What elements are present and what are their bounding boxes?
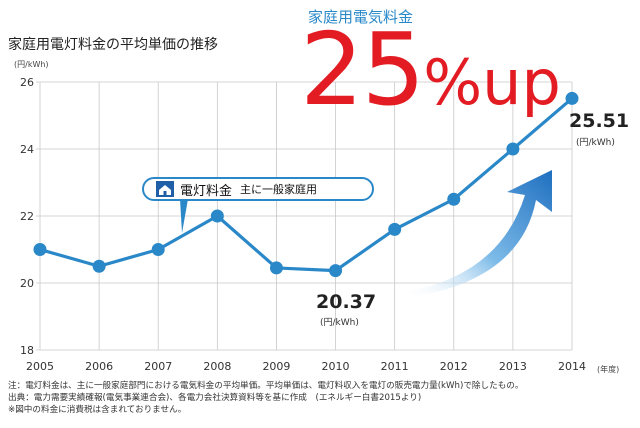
last-value-label: 25.51 bbox=[569, 110, 630, 132]
y-tick-label: 26 bbox=[20, 76, 34, 89]
x-tick-label: 2014 bbox=[558, 360, 586, 373]
chart-title: 家庭用電灯料金の平均単価の推移 bbox=[8, 37, 218, 53]
x-axis-unit: (年度) bbox=[597, 365, 620, 374]
grid bbox=[36, 81, 573, 351]
min-value-unit: (円/kWh) bbox=[320, 318, 359, 328]
y-tick-label: 18 bbox=[20, 344, 34, 357]
growth-arrow bbox=[405, 170, 552, 298]
last-value-unit: (円/kWh) bbox=[576, 138, 615, 148]
y-axis: 18 20 22 24 26 bbox=[20, 76, 34, 357]
x-tick-label: 2010 bbox=[322, 360, 350, 373]
x-axis: 2005 2006 2007 2008 2009 2010 2011 2012 2013 2014 bbox=[26, 360, 586, 373]
legend-pointer bbox=[180, 199, 188, 233]
x-tick-label: 2009 bbox=[262, 360, 290, 373]
data-point bbox=[447, 192, 461, 206]
headline-rest: %up bbox=[423, 46, 561, 119]
data-point bbox=[329, 264, 343, 278]
headline-number: 25 bbox=[300, 11, 425, 128]
y-tick-label: 20 bbox=[20, 277, 34, 290]
data-point bbox=[210, 209, 224, 223]
data-point bbox=[151, 243, 165, 256]
footnotes: 注：電灯料金は、主に一般家庭部門における電気料金の平均単価。平均単価は、電灯料収… bbox=[8, 380, 523, 416]
data-point bbox=[506, 142, 520, 156]
y-axis-unit: (円/kWh) bbox=[14, 60, 49, 69]
kicker-label: 家庭用電気料金 bbox=[308, 8, 414, 26]
data-point bbox=[565, 91, 579, 105]
y-tick-label: 24 bbox=[20, 143, 34, 156]
x-tick-label: 2008 bbox=[203, 360, 231, 373]
series-line bbox=[39, 97, 574, 273]
min-value-label: 20.37 bbox=[316, 291, 377, 313]
footnote-2: 出典：電力需要実績確報(電気事業連合会)、各電力会社決算資料等を基に作成 (エネ… bbox=[8, 393, 422, 403]
legend-label: 電灯料金 bbox=[180, 183, 233, 199]
headline: 25%up bbox=[300, 20, 561, 120]
y-tick-label: 22 bbox=[20, 210, 34, 223]
x-tick-label: 2006 bbox=[85, 360, 113, 373]
data-point bbox=[269, 261, 283, 275]
data-point bbox=[92, 259, 106, 273]
data-point bbox=[33, 243, 47, 256]
legend: 電灯料金 主に一般家庭用 bbox=[142, 177, 374, 201]
legend-sub: 主に一般家庭用 bbox=[240, 183, 318, 196]
house-icon bbox=[156, 181, 174, 197]
data-point bbox=[388, 222, 402, 236]
x-tick-label: 2007 bbox=[144, 360, 172, 373]
footnote-3: ※図中の料金に消費税は含まれておりません。 bbox=[8, 405, 187, 415]
x-tick-label: 2011 bbox=[381, 360, 409, 373]
x-tick-label: 2013 bbox=[499, 360, 527, 373]
x-tick-label: 2005 bbox=[26, 360, 54, 373]
x-tick-label: 2012 bbox=[440, 360, 468, 373]
series bbox=[33, 91, 579, 278]
footnote-1: 注：電灯料金は、主に一般家庭部門における電気料金の平均単価。平均単価は、電灯料収… bbox=[8, 381, 524, 391]
